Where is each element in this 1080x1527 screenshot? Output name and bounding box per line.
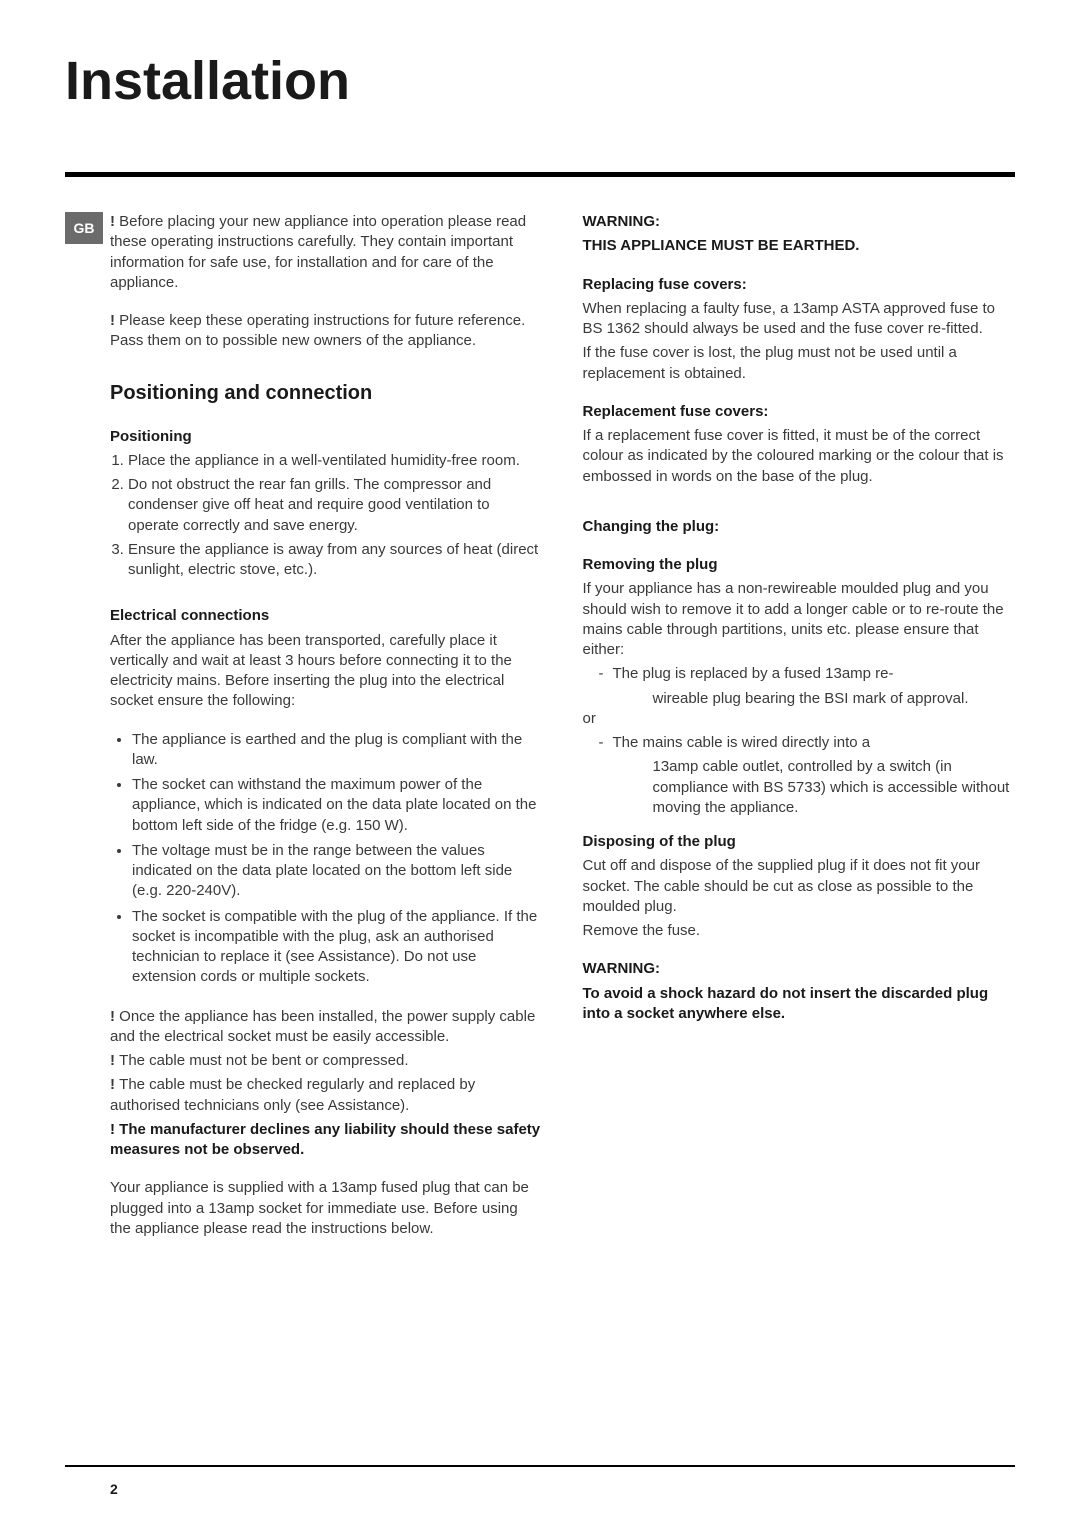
positioning-item: Place the appliance in a well-ventilated… bbox=[128, 451, 543, 471]
replacement-cover-heading: Replacement fuse covers: bbox=[583, 402, 1016, 422]
electrical-bullet: The socket can withstand the maximum pow… bbox=[132, 775, 543, 836]
warning-heading-2: WARNING: bbox=[583, 959, 1016, 979]
intro-block-1: ! Before placing your new appliance into… bbox=[110, 212, 543, 293]
electrical-intro: After the appliance has been transported… bbox=[110, 631, 543, 712]
warning-text: The cable must not be bent or compressed… bbox=[119, 1052, 408, 1069]
dash-list: The plug is replaced by a fused 13amp re… bbox=[583, 664, 1016, 709]
removing-plug-heading: Removing the plug bbox=[583, 555, 1016, 575]
disposing-heading: Disposing of the plug bbox=[583, 832, 1016, 852]
electrical-bullets: The appliance is earthed and the plug is… bbox=[110, 730, 543, 988]
two-column-layout: ! Before placing your new appliance into… bbox=[110, 212, 1015, 1243]
dash-sub: wireable plug bearing the BSI mark of ap… bbox=[599, 689, 1016, 709]
footer-divider bbox=[65, 1465, 1015, 1467]
page-number: 2 bbox=[110, 1481, 118, 1497]
replacing-fuse-text: If the fuse cover is lost, the plug must… bbox=[583, 343, 1016, 384]
intro-text-2: Please keep these operating instructions… bbox=[110, 312, 525, 349]
intro-block-2: ! Please keep these operating instructio… bbox=[110, 311, 543, 352]
dash-sub: 13amp cable outlet, controlled by a swit… bbox=[599, 757, 1016, 818]
language-badge: GB bbox=[65, 212, 103, 244]
electrical-bullet: The appliance is earthed and the plug is… bbox=[132, 730, 543, 771]
positioning-subheading: Positioning bbox=[110, 427, 543, 447]
electrical-bullet: The voltage must be in the range between… bbox=[132, 841, 543, 902]
dash-text: The mains cable is wired directly into a bbox=[613, 734, 871, 751]
right-column: WARNING: THIS APPLIANCE MUST BE EARTHED.… bbox=[583, 212, 1016, 1243]
shock-warning: To avoid a shock hazard do not insert th… bbox=[583, 984, 1016, 1025]
replacing-fuse-text: When replacing a faulty fuse, a 13amp AS… bbox=[583, 299, 1016, 340]
dash-item: The mains cable is wired directly into a bbox=[599, 733, 1016, 753]
dash-text: The plug is replaced by a fused 13amp re… bbox=[613, 665, 894, 682]
badge-column: GB bbox=[65, 212, 110, 1243]
electrical-bullet: The socket is compatible with the plug o… bbox=[132, 907, 543, 988]
warning-text: Once the appliance has been installed, t… bbox=[110, 1008, 535, 1045]
bang-icon: ! bbox=[110, 1052, 119, 1069]
positioning-list: Place the appliance in a well-ventilated… bbox=[110, 451, 543, 581]
intro-text-1: Before placing your new appliance into o… bbox=[110, 213, 526, 291]
positioning-item: Ensure the appliance is away from any so… bbox=[128, 540, 543, 581]
remove-fuse-text: Remove the fuse. bbox=[583, 921, 1016, 941]
left-column: ! Before placing your new appliance into… bbox=[110, 212, 543, 1243]
dash-item: The plug is replaced by a fused 13amp re… bbox=[599, 664, 1016, 684]
replacement-cover-text: If a replacement fuse cover is fitted, i… bbox=[583, 426, 1016, 487]
page-title: Installation bbox=[65, 50, 1015, 112]
removing-plug-intro: If your appliance has a non-rewireable m… bbox=[583, 579, 1016, 660]
dash-list: The mains cable is wired directly into a… bbox=[583, 733, 1016, 818]
warning-heading: WARNING: bbox=[583, 212, 1016, 232]
content-wrapper: GB ! Before placing your new appliance i… bbox=[65, 212, 1015, 1243]
replacing-fuse-heading: Replacing fuse covers: bbox=[583, 275, 1016, 295]
bang-icon: ! bbox=[110, 1008, 119, 1025]
divider-thick bbox=[65, 172, 1015, 177]
or-text: or bbox=[583, 709, 1016, 729]
plug-paragraph: Your appliance is supplied with a 13amp … bbox=[110, 1178, 543, 1239]
earth-warning: THIS APPLIANCE MUST BE EARTHED. bbox=[583, 236, 1016, 256]
warning-text: The cable must be checked regularly and … bbox=[110, 1076, 475, 1113]
positioning-heading: Positioning and connection bbox=[110, 380, 543, 407]
positioning-item: Do not obstruct the rear fan grills. The… bbox=[128, 475, 543, 536]
bang-icon: ! bbox=[110, 312, 119, 329]
electrical-subheading: Electrical connections bbox=[110, 606, 543, 626]
bang-icon: ! bbox=[110, 213, 119, 230]
disposing-text: Cut off and dispose of the supplied plug… bbox=[583, 856, 1016, 917]
changing-plug-heading: Changing the plug: bbox=[583, 517, 1016, 537]
bang-icon: ! bbox=[110, 1076, 119, 1093]
liability-warning: ! The manufacturer declines any liabilit… bbox=[110, 1120, 543, 1161]
